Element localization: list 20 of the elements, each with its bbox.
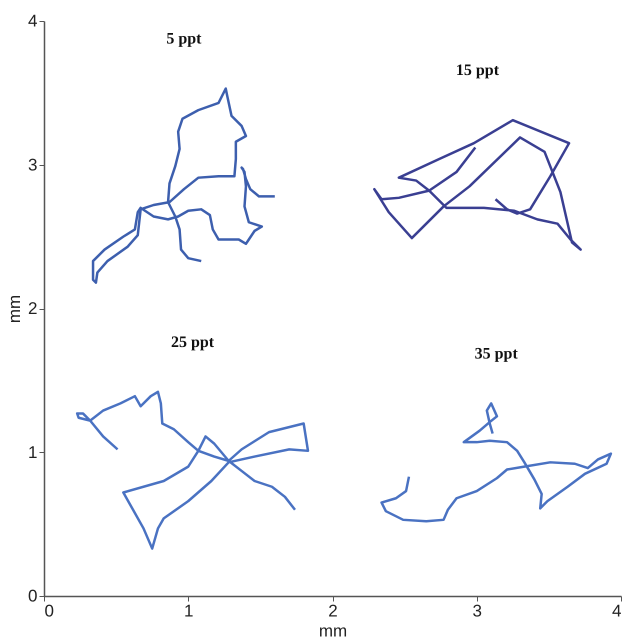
y-tick-label: 2 — [28, 299, 38, 318]
line-series — [92, 87, 276, 284]
x-tick-label: 0 — [44, 602, 54, 620]
line-series — [373, 118, 582, 251]
x-axis-title: mm — [318, 622, 348, 640]
y-axis-title: mm — [5, 294, 24, 324]
x-tick-label: 3 — [472, 602, 482, 620]
line-series — [380, 402, 612, 522]
text: 25 ppt — [171, 334, 215, 351]
x-tick-label: 1 — [184, 602, 194, 620]
text: 15 ppt — [456, 62, 500, 80]
y-tick-label: 3 — [28, 155, 38, 174]
x-tick-label: 2 — [328, 602, 338, 620]
line-series — [76, 390, 310, 550]
y-tick-label: 4 — [28, 12, 38, 30]
y-tick-label: 1 — [28, 442, 38, 462]
y-tick-label: 0 — [28, 586, 38, 606]
x-tick-label: 4 — [612, 602, 622, 620]
text: 5 ppt — [166, 30, 202, 48]
text: 35 ppt — [474, 345, 518, 362]
